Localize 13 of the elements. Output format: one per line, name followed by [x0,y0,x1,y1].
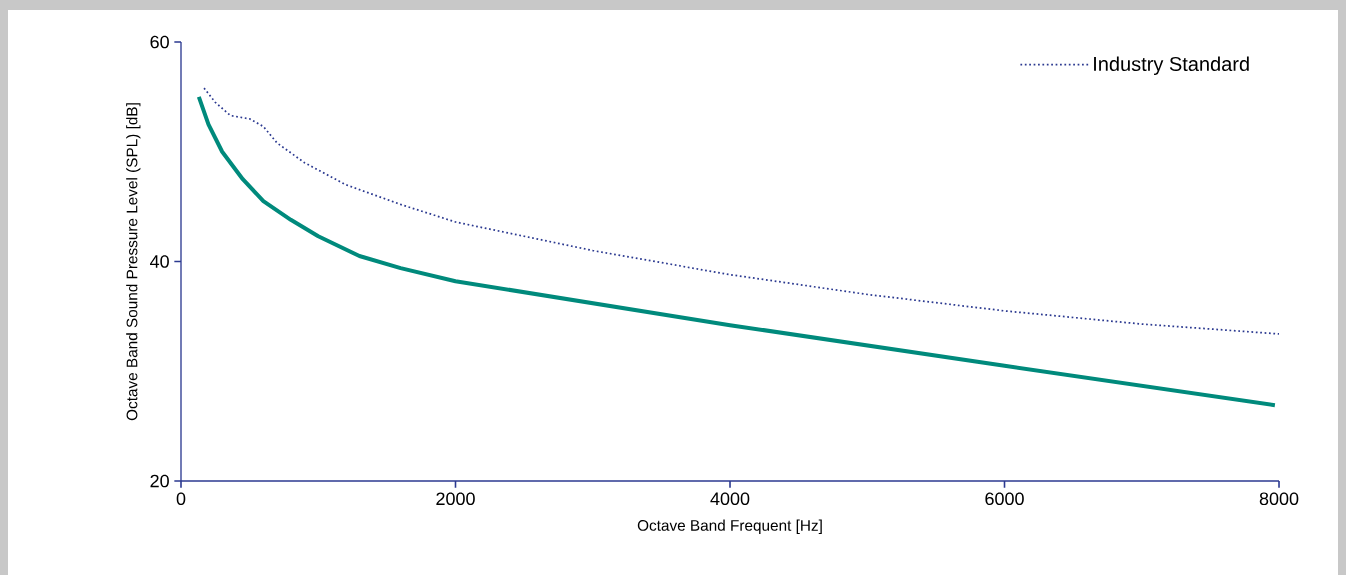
y-axis-title: Octave Band Sound Pressure Level (SPL) [dB] [126,103,141,421]
x-tick-label: 8000 [1259,492,1299,506]
x-tick-label: 2000 [436,492,475,506]
y-tick-label: 60 [150,35,169,49]
x-tick-label: 0 [176,492,186,506]
line-series [203,87,1280,335]
x-tick-label: 4000 [710,492,750,506]
x-axis-title: Octave Band Frequent [Hz] [637,519,822,534]
legend-label: Industry Standard [1094,56,1249,76]
line-series [196,94,1277,408]
x-tick-label: 6000 [985,492,1024,506]
y-tick-label: 40 [150,255,169,268]
y-tick-label: 20 [150,474,169,488]
